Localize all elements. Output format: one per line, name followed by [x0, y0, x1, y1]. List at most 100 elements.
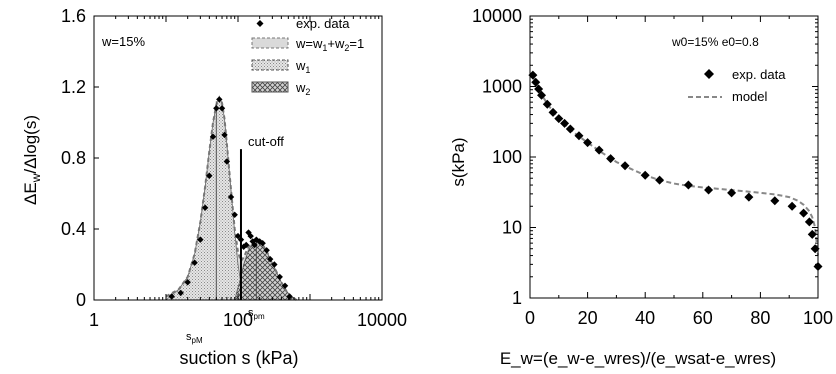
left-y-tick-label: 0.4	[61, 219, 86, 239]
right-inset-text: w0=15% e0=0.8	[671, 35, 759, 49]
right-y-tick-label: 1	[512, 288, 522, 308]
exp-point	[201, 204, 209, 211]
exp-point	[799, 208, 809, 218]
legend-r-model-label: model	[732, 89, 768, 104]
svg-text:w=w1+w2=1: w=w1+w2=1	[295, 36, 364, 53]
legend-total-b: +w	[327, 36, 345, 51]
right-x-label: E_w=(e_w-e_wres)/(e_wsat-e_wres)	[500, 349, 776, 368]
legend-total-sub2: 2	[344, 43, 349, 53]
exp-point	[263, 247, 270, 254]
right-y-label: s(kPa)	[449, 137, 468, 186]
exp-point	[227, 193, 235, 201]
exp-point	[197, 236, 204, 243]
exp-point	[560, 118, 570, 128]
exp-point	[606, 154, 616, 164]
exp-point	[744, 192, 754, 202]
left-y-label-tail: /Δlog(s)	[21, 115, 40, 174]
legend-w1-swatch	[251, 59, 289, 71]
legend-total-a: w=w	[295, 36, 323, 51]
svg-text:w2: w2	[295, 80, 310, 97]
legend-w1-sub: 1	[305, 65, 310, 75]
exp-point	[209, 133, 217, 140]
legend-r-exp-marker	[704, 69, 714, 79]
exp-point	[237, 236, 245, 243]
exp-point	[534, 84, 544, 94]
exp-point	[594, 145, 604, 155]
right-frame	[529, 15, 819, 299]
exp-point	[271, 261, 278, 268]
exp-point	[223, 158, 231, 165]
legend-w1-base: w	[295, 58, 306, 73]
exp-point	[640, 170, 650, 180]
right-x-tick-label: 100	[803, 308, 833, 328]
exp-point	[216, 96, 223, 103]
left-legend: exp. data w=w1+w2=1 w1 w2	[251, 16, 364, 97]
exp-point	[787, 201, 797, 211]
svg-text:spM: spM	[186, 331, 203, 345]
legend-w2-sub: 2	[305, 87, 310, 97]
exp-point	[537, 90, 547, 100]
exp-point	[548, 107, 558, 117]
exp-point	[542, 99, 552, 109]
exp-point	[620, 161, 630, 171]
left-x-tick-label: 100	[223, 310, 253, 330]
exp-point	[247, 232, 254, 240]
left-inset-text: w=15%	[101, 34, 145, 49]
exp-point	[704, 185, 714, 195]
exp-point	[191, 259, 198, 266]
exp-point	[168, 293, 175, 300]
exp-point	[554, 114, 564, 124]
legend-exp-label: exp. data	[296, 16, 350, 31]
exp-point	[655, 175, 665, 185]
left-y-label-sub: w	[29, 173, 43, 183]
model-curve	[531, 75, 819, 256]
right-chart: 1 10 100 1000 10000 0 20 40 60 80 100 w0=15% e0=0.…	[449, 6, 833, 368]
legend-exp-marker	[256, 20, 264, 27]
cutoff-label: cut-off	[248, 134, 284, 149]
exp-point	[206, 172, 213, 179]
right-x-label-text: E_w=(e_w-e_wres)/(e_wsat-e_wres)	[500, 349, 776, 368]
exp-point	[234, 232, 242, 240]
right-model-line	[531, 75, 819, 256]
legend-total-sub1: 1	[322, 43, 327, 53]
exp-point	[531, 77, 541, 87]
exp-point	[807, 229, 817, 239]
exp-point	[727, 188, 737, 198]
left-y-tick-label: 0.8	[61, 148, 86, 168]
svg-text:w1: w1	[295, 58, 310, 75]
right-y-tick-label: 10	[502, 218, 522, 238]
exp-point	[213, 105, 220, 112]
annotation-spM: spM	[186, 331, 203, 345]
legend-r-exp-label: exp. data	[732, 67, 786, 82]
right-tick-labels: 1 10 100 1000 10000 0 20 40 60 80 100	[472, 6, 833, 328]
left-tick-labels: 0 0.4 0.8 1.2 1.6 1 100 10000	[61, 6, 407, 330]
right-x-tick-label: 0	[525, 308, 535, 328]
exp-point	[583, 138, 593, 148]
exp-point	[770, 196, 780, 206]
left-y-tick-label: 0	[76, 290, 86, 310]
exp-point	[231, 211, 238, 218]
exp-point	[683, 180, 693, 190]
exp-point	[281, 282, 289, 289]
exp-point	[266, 255, 274, 263]
left-y-label-base: ΔE	[21, 182, 40, 205]
exp-point	[218, 105, 226, 112]
right-x-tick-label: 20	[578, 308, 598, 328]
right-exp-points	[528, 70, 823, 271]
right-axes	[529, 15, 819, 299]
right-y-tick-label: 100	[492, 147, 522, 167]
w1-area	[164, 96, 250, 301]
annotation-spm: spm	[248, 307, 265, 321]
spM-base: s	[186, 331, 192, 343]
right-y-tick-label: 1000	[482, 77, 522, 97]
svg-text:spm: spm	[248, 307, 265, 321]
right-x-tick-label: 40	[635, 308, 655, 328]
exp-point	[574, 131, 584, 141]
exp-point	[251, 241, 258, 249]
exp-point	[259, 240, 266, 247]
legend-total-c: =1	[349, 36, 364, 51]
left-x-tick-label: 1	[89, 310, 99, 330]
exp-point	[221, 131, 228, 139]
left-x-tick-label: 10000	[357, 310, 407, 330]
